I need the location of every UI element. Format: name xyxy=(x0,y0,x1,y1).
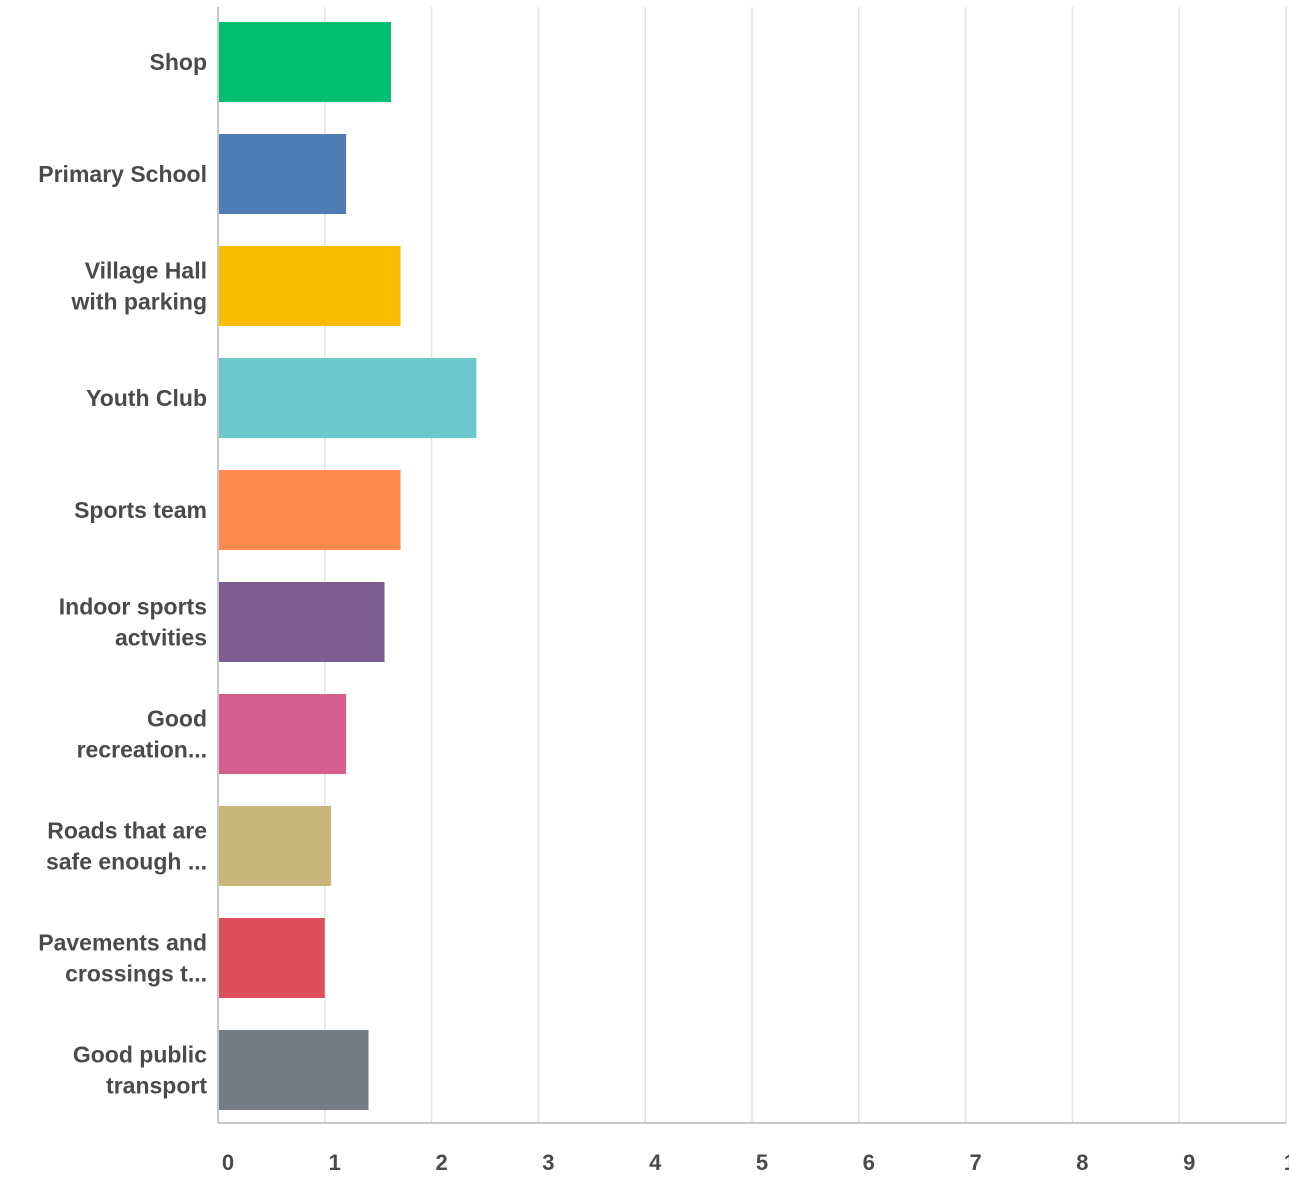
category-label: Shop xyxy=(150,49,208,75)
x-tick-label: 0 xyxy=(222,1150,234,1175)
category-label: Primary School xyxy=(38,161,207,187)
bar xyxy=(219,22,391,102)
x-tick-label: 6 xyxy=(863,1150,875,1175)
category-label: crossings t... xyxy=(65,961,207,987)
x-tick-labels: 0 1 2 3 4 5 6 7 8 9 10 xyxy=(222,1150,1289,1175)
category-label: recreation... xyxy=(77,737,207,763)
x-tick-label: 2 xyxy=(435,1150,447,1175)
axes xyxy=(217,7,1286,1124)
category-label: Pavements and xyxy=(38,930,207,956)
x-tick-label: 3 xyxy=(542,1150,554,1175)
category-label: actvities xyxy=(115,625,207,651)
bar xyxy=(219,918,325,998)
x-tick-label: 4 xyxy=(649,1150,662,1175)
x-tick-label: 8 xyxy=(1076,1150,1088,1175)
category-label: safe enough ... xyxy=(46,849,207,875)
category-label: transport xyxy=(106,1073,207,1099)
category-label: Village Hall xyxy=(85,258,207,284)
x-tick-label: 5 xyxy=(756,1150,768,1175)
x-tick-label: 7 xyxy=(969,1150,981,1175)
bar xyxy=(219,134,347,214)
bar xyxy=(219,1030,369,1110)
category-label: Sports team xyxy=(74,497,207,523)
bar xyxy=(219,358,477,438)
grid-lines xyxy=(324,7,1287,1123)
category-label: Good xyxy=(147,706,207,732)
category-label: Indoor sports xyxy=(59,594,207,620)
bar xyxy=(219,246,401,326)
category-labels: Shop Primary School Village Hall with parki… xyxy=(38,49,207,1099)
category-label: Good public xyxy=(73,1042,207,1068)
bar xyxy=(219,806,332,886)
x-tick-label: 9 xyxy=(1183,1150,1195,1175)
bar xyxy=(219,470,401,550)
category-label: Youth Club xyxy=(86,385,207,411)
category-label: with parking xyxy=(71,289,207,315)
bar xyxy=(219,694,347,774)
x-tick-label: 10 xyxy=(1284,1150,1289,1175)
category-label: Roads that are xyxy=(47,818,207,844)
bars xyxy=(219,22,477,1110)
x-tick-label: 1 xyxy=(329,1150,341,1175)
bar xyxy=(219,582,385,662)
